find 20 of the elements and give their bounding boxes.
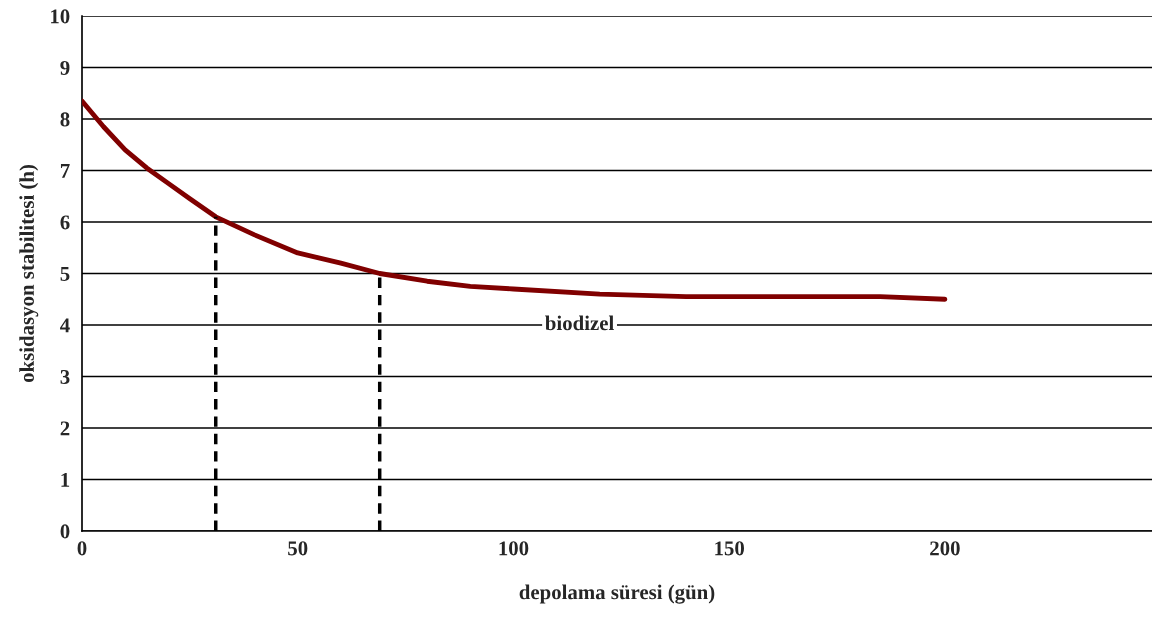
y-tick-label: 1 [61, 472, 70, 487]
y-axis-title: oksidasyon stabilitesi (h) [19, 165, 39, 383]
y-tick-label: 4 [60, 318, 70, 333]
y-tick-label: 0 [60, 524, 70, 539]
y-tick-label: 3 [60, 369, 70, 384]
y-tick-label: 8 [60, 112, 70, 127]
x-tick-label: 50 [288, 541, 308, 556]
y-tick-label: 2 [60, 421, 70, 436]
x-tick-label: 100 [499, 541, 529, 556]
y-tick-label: 7 [60, 164, 70, 178]
y-tick-label: 6 [60, 215, 70, 230]
annotation: biodizel [545, 315, 614, 331]
y-tick-label: 5 [60, 267, 70, 281]
x-tick-label: 150 [715, 541, 745, 556]
y-tick-label: 10 [51, 9, 70, 24]
line-series [82, 98, 948, 302]
x-axis-title: depolama süresi (gün) [519, 584, 715, 604]
y-tick-label: 9 [60, 60, 70, 75]
x-tick-label: 200 [930, 541, 960, 556]
x-tick-label: 0 [77, 541, 87, 556]
